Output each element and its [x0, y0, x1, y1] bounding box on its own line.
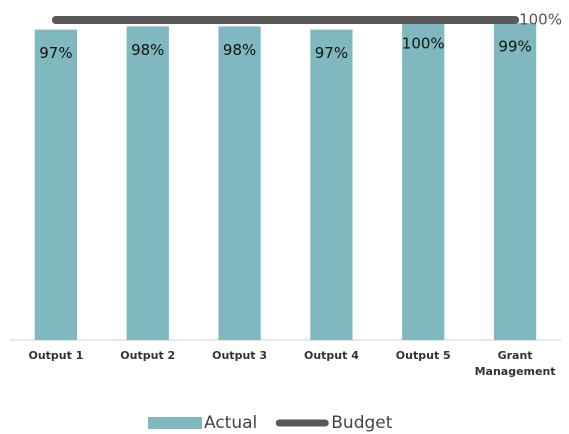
x-tick-label: Output 4: [304, 349, 359, 362]
x-tick-label: Grant Management: [475, 349, 556, 378]
legend-swatch: [148, 417, 202, 429]
legend-label: Budget: [331, 413, 392, 433]
data-label: 98%: [223, 41, 256, 59]
bar: [126, 26, 169, 341]
data-label: 98%: [131, 41, 164, 59]
data-label: 97%: [39, 44, 72, 62]
bar: [218, 26, 261, 341]
data-label: 100%: [519, 11, 562, 29]
bar: [34, 29, 78, 340]
legend-label: Actual: [204, 413, 257, 433]
x-tick-label: Output 1: [28, 349, 83, 362]
bar: [493, 23, 537, 340]
data-label: 100%: [402, 35, 445, 53]
bar: [402, 20, 445, 340]
bar: [310, 29, 353, 340]
x-tick-label: Output 5: [396, 349, 451, 362]
data-label: 99%: [498, 38, 531, 56]
data-label: 97%: [315, 44, 348, 62]
x-tick-label: Output 3: [212, 349, 267, 362]
x-tick-label: Output 2: [120, 349, 175, 362]
